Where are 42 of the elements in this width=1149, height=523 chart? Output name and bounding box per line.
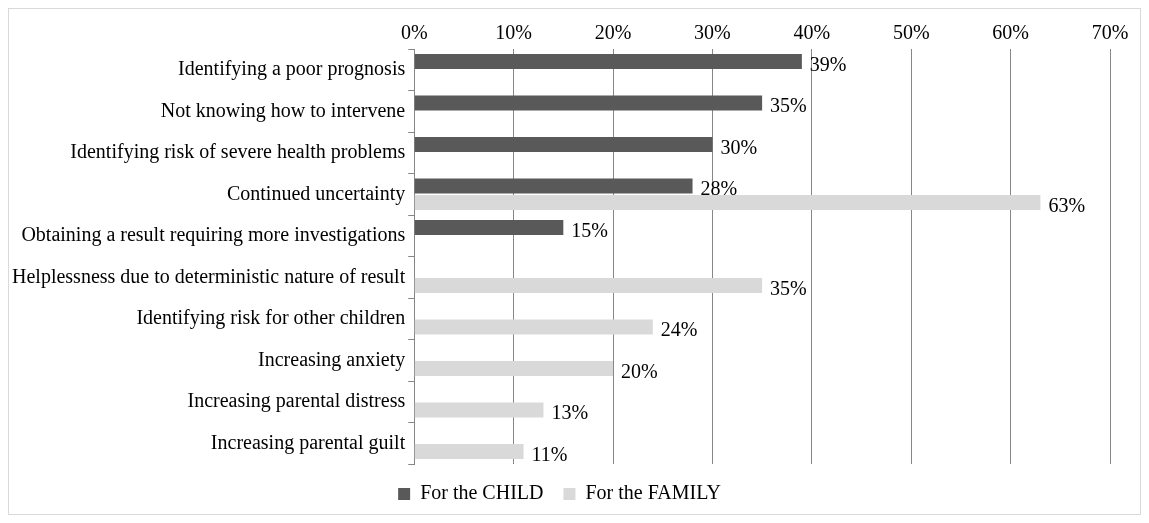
y-tick-label: Identifying risk for other children — [136, 306, 406, 329]
y-tick-label: Identifying a poor prognosis — [178, 57, 406, 80]
data-label: 28% — [700, 177, 738, 200]
bar — [414, 95, 763, 111]
y-tick-label: Increasing anxiety — [258, 347, 406, 371]
x-tick-label: 0% — [400, 21, 428, 44]
bar — [414, 53, 802, 69]
legend-label: For the FAMILY — [585, 481, 721, 504]
x-tick-label: 10% — [495, 21, 532, 44]
bar — [414, 278, 763, 294]
y-tick-label: Increasing parental guilt — [210, 430, 406, 454]
y-tick-label: Identifying risk of severe health problems — [70, 140, 406, 163]
data-label: 30% — [720, 135, 758, 158]
x-tick-label: 60% — [992, 21, 1029, 44]
y-tick-label: Increasing parental distress — [187, 389, 406, 412]
bar — [414, 195, 1041, 211]
bar — [414, 361, 614, 377]
x-tick-label: 50% — [892, 21, 930, 44]
y-tick-label: Helplessness due to deterministic nature of result — [12, 264, 406, 288]
x-tick-label: 40% — [793, 21, 831, 44]
data-label: 35% — [770, 276, 807, 299]
bar — [414, 219, 564, 235]
y-tick-label: Not knowing how to intervene — [160, 98, 406, 122]
data-label: 13% — [551, 401, 589, 424]
bar — [414, 178, 693, 194]
bar — [414, 444, 524, 460]
data-label: 35% — [770, 94, 807, 117]
x-tick-label: 70% — [1091, 21, 1129, 44]
data-label: 11% — [531, 442, 568, 465]
bar — [414, 136, 713, 152]
y-tick-label: Continued uncertainty — [226, 181, 406, 205]
x-tick-label: 30% — [694, 21, 731, 44]
data-label: 20% — [621, 359, 658, 382]
x-tick-label: 20% — [594, 21, 632, 44]
data-label: 39% — [809, 52, 847, 75]
data-label: 15% — [571, 218, 608, 241]
data-label: 24% — [660, 318, 698, 341]
data-label: 63% — [1048, 193, 1086, 216]
bar — [414, 402, 544, 418]
legend-label: For the CHILD — [420, 481, 544, 504]
y-tick-label: Obtaining a result requiring more investigations — [21, 223, 406, 246]
bar — [414, 319, 653, 335]
